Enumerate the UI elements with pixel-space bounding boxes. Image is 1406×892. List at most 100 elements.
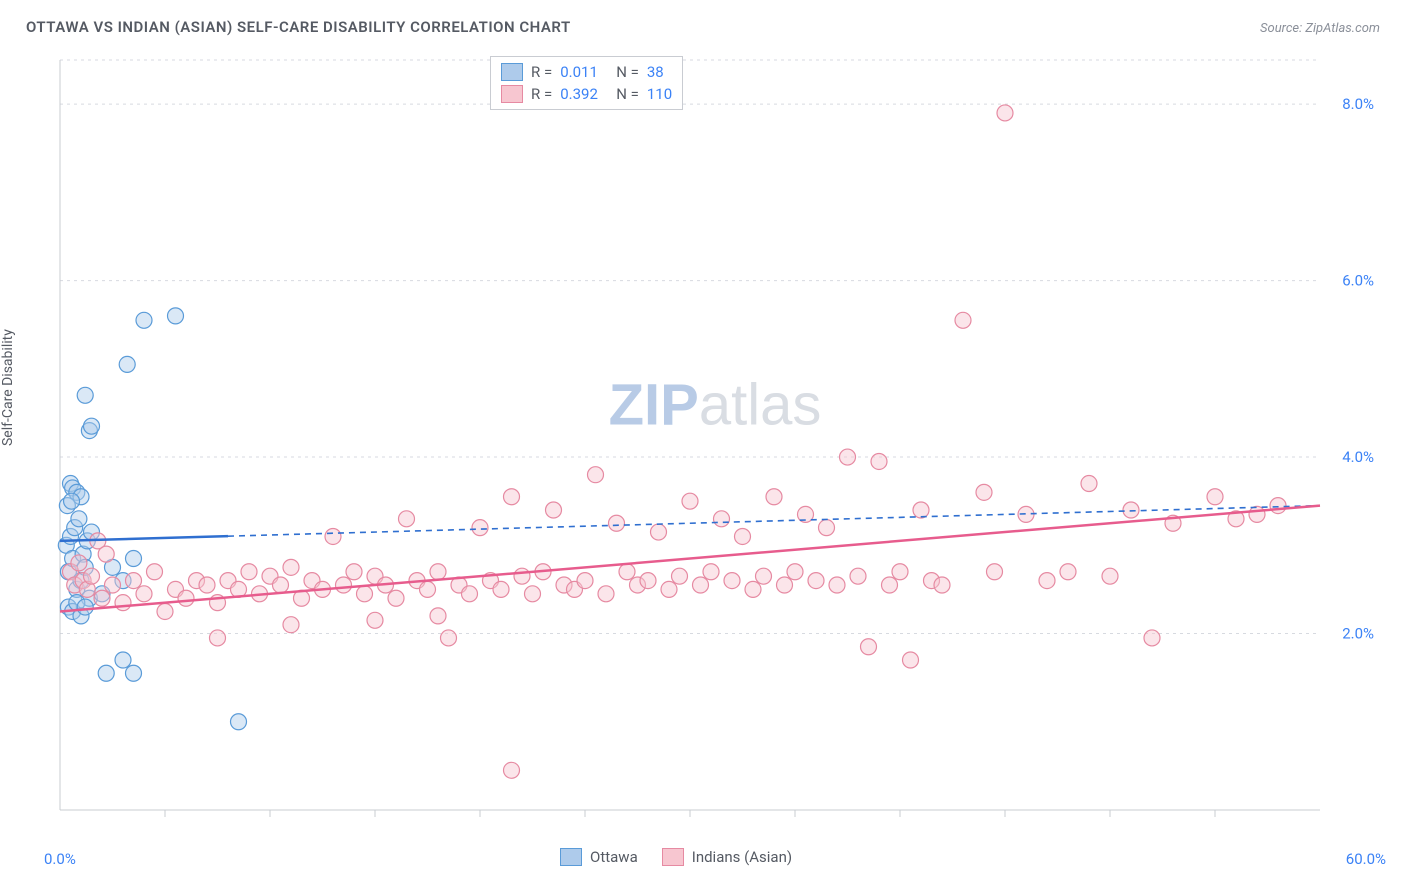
data-point bbox=[126, 551, 142, 567]
data-point bbox=[871, 453, 887, 469]
data-point bbox=[346, 564, 362, 580]
data-point bbox=[84, 418, 100, 434]
y-tick-label: 4.0% bbox=[1342, 448, 1374, 466]
data-point bbox=[178, 590, 194, 606]
data-point bbox=[819, 520, 835, 536]
data-point bbox=[661, 581, 677, 597]
data-point bbox=[367, 612, 383, 628]
data-point bbox=[199, 577, 215, 593]
data-point bbox=[119, 356, 135, 372]
data-point bbox=[934, 577, 950, 593]
data-point bbox=[273, 577, 289, 593]
legend-correlation: R = 0.011 N = 38 R = 0.392 N = 110 bbox=[490, 56, 683, 110]
data-point bbox=[1060, 564, 1076, 580]
data-point bbox=[693, 577, 709, 593]
data-point bbox=[1144, 630, 1160, 646]
data-point bbox=[577, 573, 593, 589]
r-value: 0.011 bbox=[560, 61, 608, 83]
data-point bbox=[231, 714, 247, 730]
legend-item: Ottawa bbox=[560, 848, 638, 866]
data-point bbox=[850, 568, 866, 584]
data-point bbox=[756, 568, 772, 584]
x-axis-max-label: 60.0% bbox=[1346, 850, 1386, 868]
data-point bbox=[1270, 498, 1286, 514]
data-point bbox=[462, 586, 478, 602]
data-point bbox=[777, 577, 793, 593]
data-point bbox=[71, 511, 87, 527]
y-tick-label: 6.0% bbox=[1342, 272, 1374, 290]
source-label: Source: ZipAtlas.com bbox=[1260, 21, 1380, 36]
data-point bbox=[808, 573, 824, 589]
data-point bbox=[168, 308, 184, 324]
data-point bbox=[861, 639, 877, 655]
data-point bbox=[598, 586, 614, 602]
n-value: 110 bbox=[647, 83, 672, 105]
r-label: R = bbox=[531, 61, 552, 83]
data-point bbox=[336, 577, 352, 593]
swatch-pink bbox=[662, 848, 684, 866]
data-point bbox=[609, 515, 625, 531]
r-label: R = bbox=[531, 83, 552, 105]
data-point bbox=[997, 105, 1013, 121]
data-point bbox=[892, 564, 908, 580]
data-point bbox=[64, 493, 80, 509]
data-point bbox=[126, 573, 142, 589]
data-point bbox=[325, 528, 341, 544]
data-point bbox=[787, 564, 803, 580]
data-point bbox=[283, 559, 299, 575]
data-point bbox=[1039, 573, 1055, 589]
data-point bbox=[430, 608, 446, 624]
data-point bbox=[714, 511, 730, 527]
data-point bbox=[987, 564, 1003, 580]
swatch-pink bbox=[501, 85, 523, 103]
legend-label: Ottawa bbox=[590, 848, 638, 866]
data-point bbox=[157, 603, 173, 619]
data-point bbox=[1123, 502, 1139, 518]
legend-item: Indians (Asian) bbox=[662, 848, 792, 866]
data-point bbox=[682, 493, 698, 509]
data-point bbox=[210, 630, 226, 646]
data-point bbox=[1102, 568, 1118, 584]
data-point bbox=[357, 586, 373, 602]
data-point bbox=[514, 568, 530, 584]
data-point bbox=[640, 573, 656, 589]
data-point bbox=[703, 564, 719, 580]
data-point bbox=[94, 590, 110, 606]
data-point bbox=[71, 555, 87, 571]
data-point bbox=[420, 581, 436, 597]
data-point bbox=[504, 489, 520, 505]
swatch-blue bbox=[560, 848, 582, 866]
swatch-blue bbox=[501, 63, 523, 81]
data-point bbox=[724, 573, 740, 589]
data-point bbox=[672, 568, 688, 584]
data-point bbox=[147, 564, 163, 580]
data-point bbox=[84, 568, 100, 584]
data-point bbox=[399, 511, 415, 527]
data-point bbox=[241, 564, 257, 580]
legend-label: Indians (Asian) bbox=[692, 848, 792, 866]
data-point bbox=[546, 502, 562, 518]
y-tick-label: 2.0% bbox=[1342, 625, 1374, 643]
data-point bbox=[976, 484, 992, 500]
n-label: N = bbox=[616, 83, 639, 105]
data-point bbox=[882, 577, 898, 593]
scatter-plot: 2.0%4.0%6.0%8.0%ZIPatlas bbox=[50, 50, 1380, 830]
x-axis-min-label: 0.0% bbox=[44, 850, 76, 868]
trend-line bbox=[60, 506, 1320, 612]
data-point bbox=[98, 546, 114, 562]
data-point bbox=[493, 581, 509, 597]
data-point bbox=[651, 524, 667, 540]
r-value: 0.392 bbox=[560, 83, 608, 105]
data-point bbox=[115, 652, 131, 668]
n-label: N = bbox=[616, 61, 639, 83]
data-point bbox=[1249, 506, 1265, 522]
data-point bbox=[472, 520, 488, 536]
legend-row: R = 0.011 N = 38 bbox=[501, 61, 672, 83]
data-point bbox=[955, 312, 971, 328]
data-point bbox=[77, 387, 93, 403]
data-point bbox=[441, 630, 457, 646]
y-axis-label: Self-Care Disability bbox=[0, 329, 16, 446]
data-point bbox=[735, 528, 751, 544]
data-point bbox=[1207, 489, 1223, 505]
data-point bbox=[504, 762, 520, 778]
